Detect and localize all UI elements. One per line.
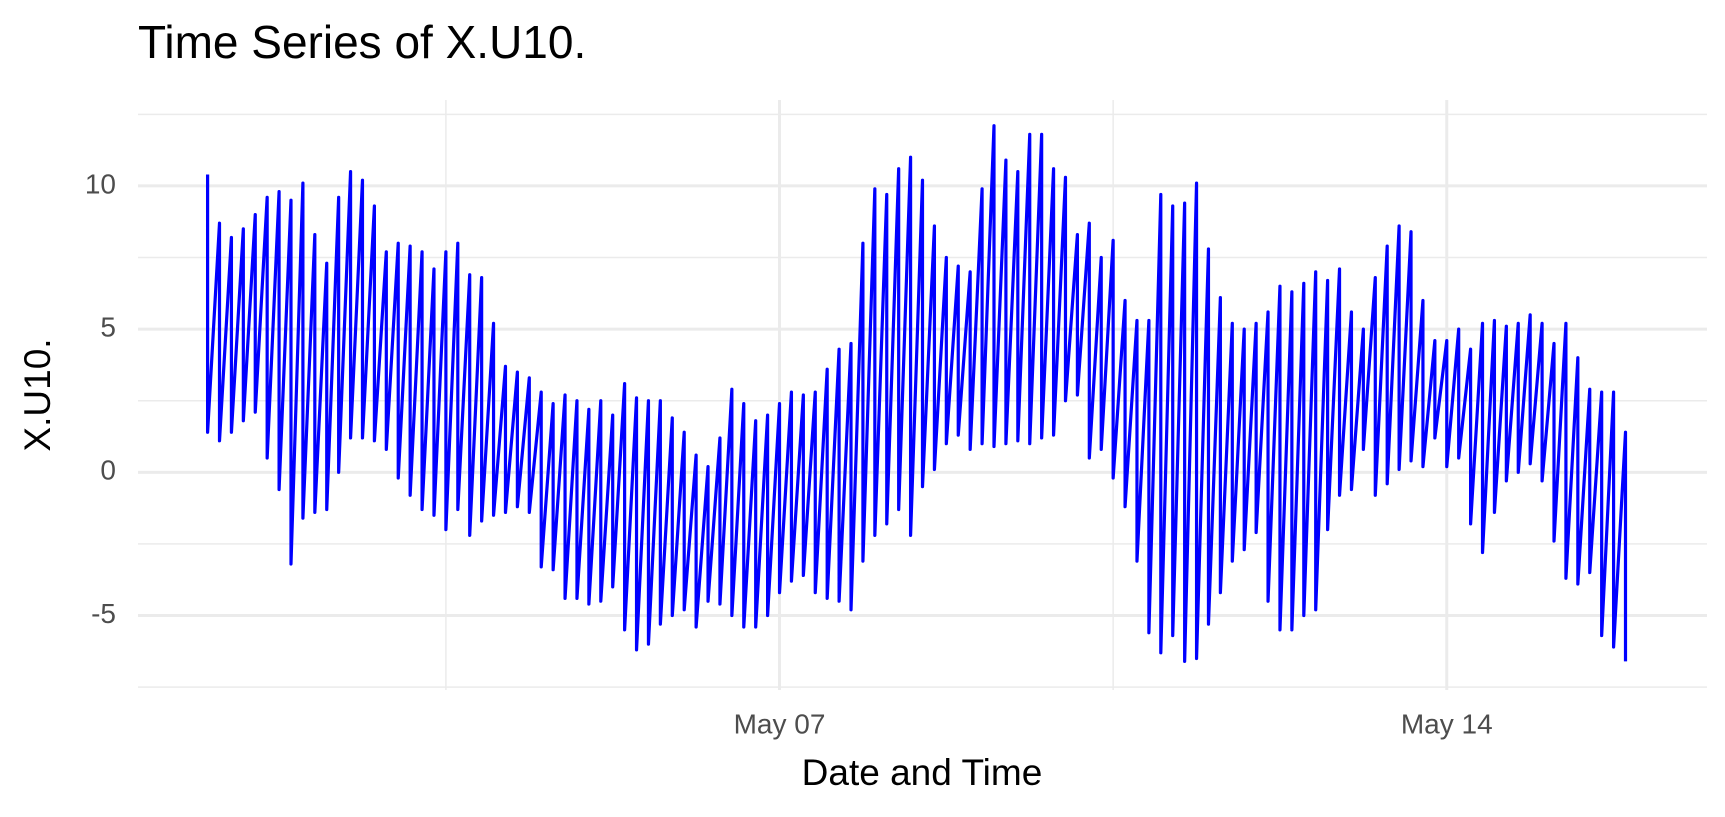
plot-area [205, 124, 1628, 663]
x-tick-label: May 14 [1401, 708, 1493, 739]
y-tick-label: 0 [100, 455, 116, 486]
x-axis-title: Date and Time [802, 752, 1043, 793]
chart-title: Time Series of X.U10. [138, 16, 586, 68]
y-tick-label: -5 [91, 598, 116, 629]
y-tick-label: 10 [85, 168, 116, 199]
data-line [205, 124, 1628, 663]
y-axis-title: X.U10. [17, 338, 58, 451]
x-tick-label: May 07 [734, 708, 826, 739]
y-tick-label: 5 [100, 312, 116, 343]
